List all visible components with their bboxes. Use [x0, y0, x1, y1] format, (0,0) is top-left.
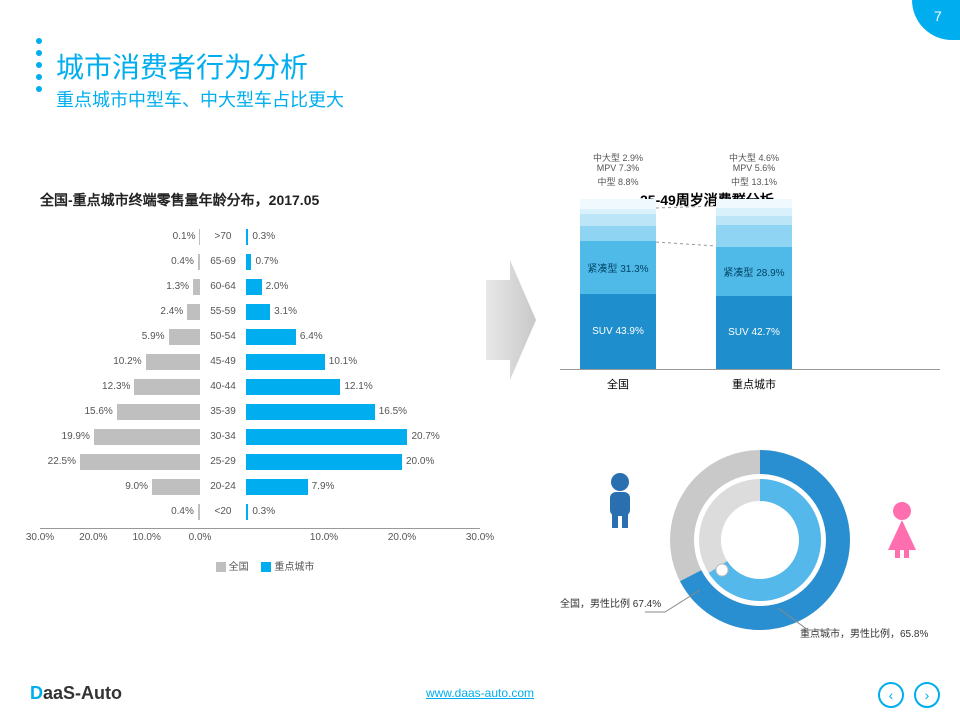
- next-button[interactable]: ›: [914, 682, 940, 708]
- male-icon: [600, 470, 640, 530]
- bar-row: 0.4%<200.3%: [40, 499, 480, 524]
- female-icon: [880, 500, 924, 560]
- page-subtitle: 重点城市中型车、中大型车占比更大: [56, 86, 344, 112]
- bar-row: 2.4%55-593.1%: [40, 299, 480, 324]
- bar-row: 9.0%20-247.9%: [40, 474, 480, 499]
- left-chart-title: 全国-重点城市终端零售量年龄分布，2017.05: [40, 190, 480, 210]
- bar-row: 1.3%60-642.0%: [40, 274, 480, 299]
- bar-row: 10.2%45-4910.1%: [40, 349, 480, 374]
- footer-link[interactable]: www.daas-auto.com: [426, 686, 534, 700]
- left-chart-legend: 全国 重点城市: [40, 558, 480, 573]
- bar-row: 0.1%>700.3%: [40, 224, 480, 249]
- stack-column: SUV 43.9%紧凑型 31.3%中大型 2.9%MPV 7.3%中型 8.8…: [580, 199, 656, 369]
- stack-column: SUV 42.7%紧凑型 28.9%中大型 4.6%MPV 5.6%中型 13.…: [716, 199, 792, 369]
- title-bullets: [36, 38, 42, 98]
- bar-row: 19.9%30-3420.7%: [40, 424, 480, 449]
- page-title: 城市消费者行为分析: [56, 46, 308, 86]
- bar-row: 12.3%40-4412.1%: [40, 374, 480, 399]
- bar-row: 5.9%50-546.4%: [40, 324, 480, 349]
- page-number-badge: 7: [912, 0, 960, 40]
- bar-row: 0.4%65-690.7%: [40, 249, 480, 274]
- vehicle-type-stacked-chart: SUV 43.9%紧凑型 31.3%中大型 2.9%MPV 7.3%中型 8.8…: [560, 200, 940, 392]
- prev-button[interactable]: ‹: [878, 682, 904, 708]
- stack-col-label: 重点城市: [716, 376, 792, 392]
- bar-row: 15.6%35-3916.5%: [40, 399, 480, 424]
- flow-arrow-icon: [486, 260, 536, 380]
- age-distribution-chart: 全国-重点城市终端零售量年龄分布，2017.05 0.1%>700.3%0.4%…: [40, 190, 480, 573]
- logo: DaaS-Auto: [30, 683, 122, 704]
- gender-donut-chart: 全国，男性比例 67.4% 重点城市，男性比例，65.8%: [600, 440, 950, 650]
- bar-row: 22.5%25-2920.0%: [40, 449, 480, 474]
- stack-col-label: 全国: [580, 376, 656, 392]
